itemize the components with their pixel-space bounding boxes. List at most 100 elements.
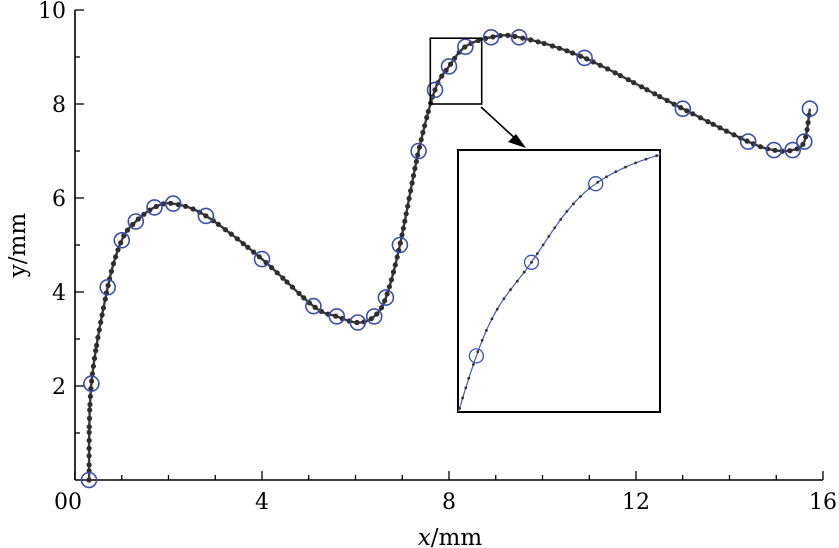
inset-point <box>476 350 480 354</box>
curve-point <box>413 158 419 165</box>
y-tick-label: 10 <box>38 0 66 24</box>
x-tick-label: 0 <box>68 490 82 515</box>
inset-point <box>461 396 465 400</box>
control-point-marker <box>197 207 215 225</box>
curve-point <box>408 188 414 194</box>
curve-point <box>118 240 124 246</box>
y-tick-labels: 2 4 6 8 10 <box>38 0 66 400</box>
curve-point <box>631 80 637 86</box>
inset-point <box>464 386 468 390</box>
inset-point <box>535 252 539 256</box>
curve-point <box>251 249 257 255</box>
curve-point <box>121 233 127 239</box>
curve-point <box>374 311 380 317</box>
curve-point <box>91 355 98 361</box>
inset-frame <box>457 149 661 413</box>
curve-point <box>597 62 603 68</box>
inset-control-points <box>468 176 604 364</box>
curve-point <box>664 97 670 104</box>
curve-point <box>605 66 611 72</box>
curve-point <box>269 265 275 271</box>
curve-point <box>86 477 92 483</box>
curve-point <box>100 305 107 311</box>
inset-point <box>655 154 658 158</box>
curve-point <box>787 148 793 154</box>
curve-point <box>412 165 418 171</box>
curve-point <box>384 291 390 297</box>
curve-point <box>617 73 624 79</box>
curve-point <box>382 298 388 304</box>
curve-point <box>392 262 398 268</box>
curve-point <box>86 453 92 459</box>
control-point-marker <box>482 28 500 46</box>
control-point-marker <box>83 375 100 392</box>
curve-point <box>657 94 663 100</box>
curve-point <box>684 108 690 114</box>
curve-point <box>88 386 94 392</box>
inset-point <box>572 202 575 206</box>
control-point-marker <box>440 58 458 75</box>
inset-point <box>490 317 494 321</box>
curve-point <box>439 73 445 79</box>
curve-point <box>639 84 645 90</box>
curve-point <box>388 277 394 283</box>
inset-point <box>495 307 499 311</box>
curve-point <box>520 35 526 41</box>
inset-control-point <box>468 348 485 364</box>
curve-point <box>744 138 750 144</box>
curve-point <box>723 128 730 134</box>
inset-point <box>541 243 545 247</box>
inset-point <box>502 297 506 301</box>
curve-point <box>570 50 576 56</box>
inset-point <box>644 157 648 161</box>
zoom-region-box <box>429 37 483 105</box>
y-tick-label: 2 <box>52 375 66 400</box>
curve-point <box>284 279 290 285</box>
curve-point <box>432 87 438 93</box>
curve-point <box>87 407 93 413</box>
curve-point <box>418 137 424 143</box>
control-point-marker <box>80 471 98 489</box>
inset-points <box>458 154 658 410</box>
curve-point <box>108 268 114 274</box>
curve-point <box>113 254 119 260</box>
inset-point <box>515 279 519 283</box>
inset-point <box>458 406 461 410</box>
curve-point <box>354 319 360 326</box>
curve-point <box>312 304 318 310</box>
curve-point <box>168 200 174 206</box>
curve-point <box>96 327 102 333</box>
curve-point <box>612 70 618 76</box>
spline-curve <box>87 34 812 481</box>
control-point-marker <box>377 289 395 306</box>
inset-control-point <box>588 176 604 192</box>
curve-point <box>447 61 454 67</box>
curve-point <box>505 32 511 39</box>
control-point-marker <box>365 308 383 325</box>
curve-point <box>280 275 286 281</box>
curve-point <box>420 129 426 136</box>
curve-point <box>89 371 95 377</box>
curve-point <box>415 152 421 158</box>
curve-point <box>99 312 105 318</box>
curve-point <box>289 284 296 290</box>
curve-point <box>422 123 428 129</box>
inset-zoom-view <box>457 152 661 413</box>
curve-point <box>222 227 228 233</box>
curve-point <box>625 77 631 83</box>
curve-point <box>717 125 723 131</box>
curve-point <box>757 144 764 150</box>
curve-point <box>153 203 159 210</box>
curve-point <box>394 254 400 260</box>
curve-point <box>490 34 496 40</box>
inset-point <box>522 270 526 274</box>
y-tick-label: 8 <box>52 93 66 118</box>
x-tick-label: 16 <box>809 490 837 515</box>
control-point-marker <box>127 213 145 230</box>
curve-point <box>475 37 481 44</box>
curve-point <box>804 127 810 133</box>
curve-point <box>89 378 95 384</box>
curve-point <box>710 121 716 127</box>
curve-point <box>98 319 104 325</box>
curve-point <box>405 203 411 209</box>
